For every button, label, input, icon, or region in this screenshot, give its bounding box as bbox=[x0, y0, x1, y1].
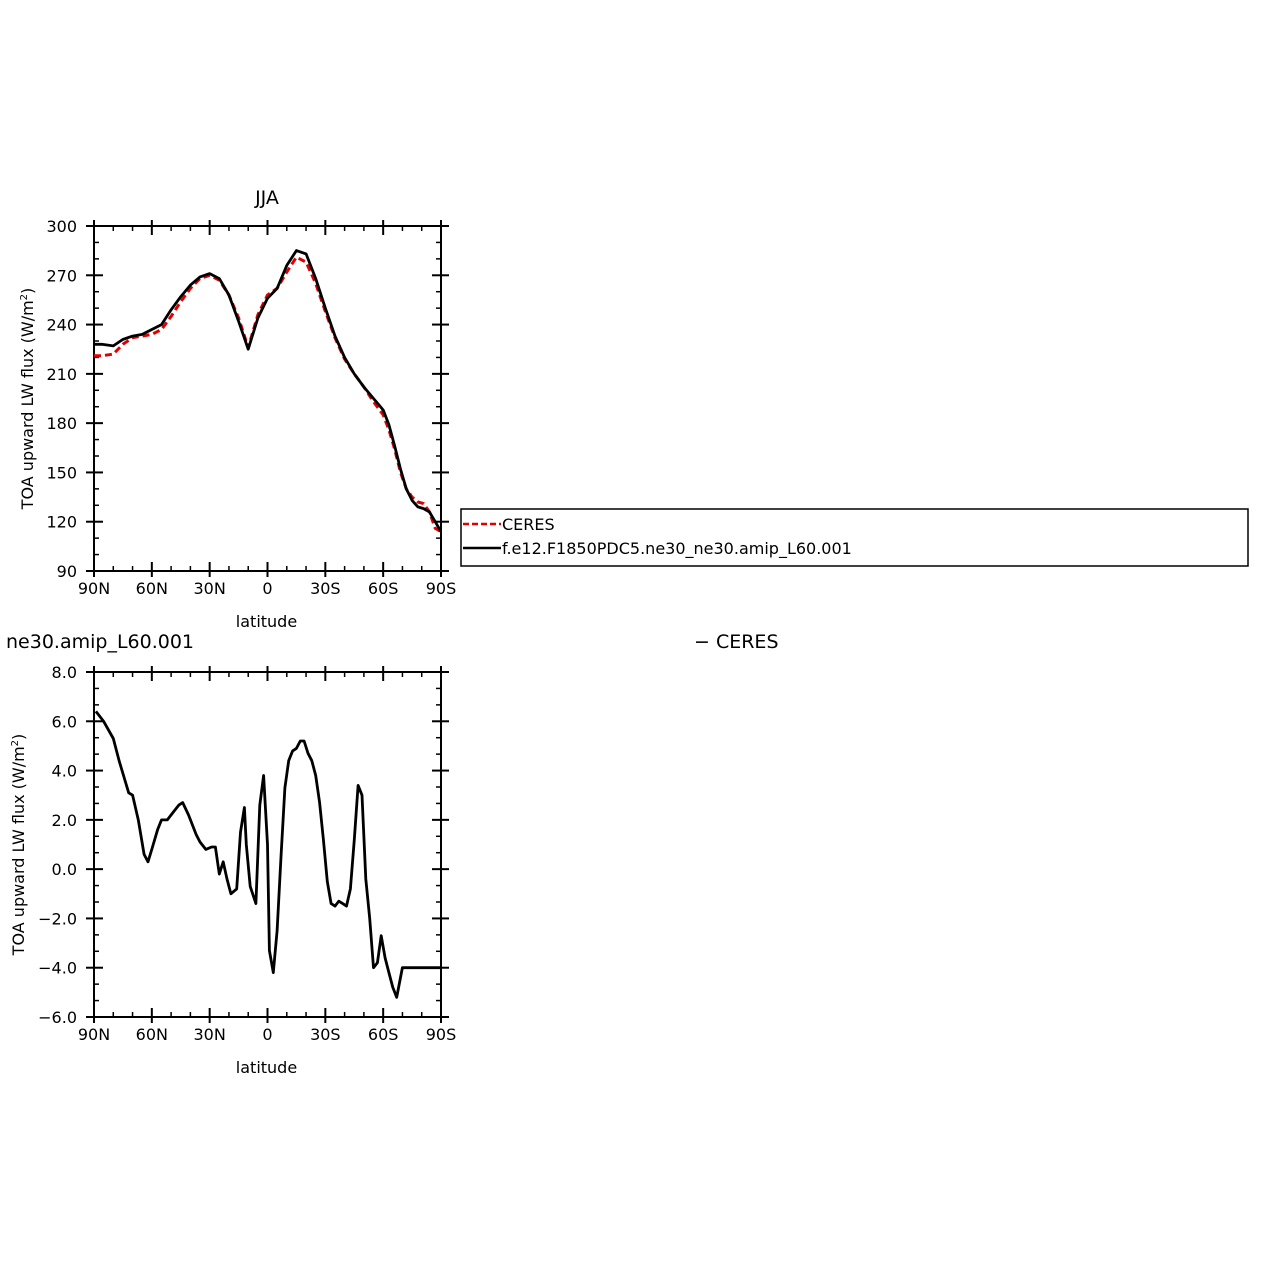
x-tick-label: 90N bbox=[78, 579, 110, 598]
y-tick-label: 180 bbox=[46, 414, 77, 433]
legend-label: f.e12.F1850PDC5.ne30_ne30.amip_L60.001 bbox=[502, 539, 852, 559]
y-axis-label: TOA upward LW flux (W/m2) bbox=[9, 734, 28, 957]
x-tick-label: 30S bbox=[310, 1025, 341, 1044]
y-tick-label: −4.0 bbox=[38, 959, 77, 978]
y-tick-label: −2.0 bbox=[38, 909, 77, 928]
chart-title-right: − CERES bbox=[694, 631, 779, 653]
y-tick-label: 300 bbox=[46, 217, 77, 236]
chart-title: JJA bbox=[254, 187, 279, 209]
y-tick-label: 0.0 bbox=[52, 860, 77, 879]
x-tick-label: 60S bbox=[368, 1025, 399, 1044]
y-tick-label: −6.0 bbox=[38, 1008, 77, 1027]
x-tick-label: 0 bbox=[262, 1025, 272, 1044]
x-tick-label: 60N bbox=[136, 1025, 168, 1044]
y-tick-label: 270 bbox=[46, 266, 77, 285]
y-tick-label: 150 bbox=[46, 463, 77, 482]
y-tick-label: 210 bbox=[46, 365, 77, 384]
x-tick-label: 90S bbox=[426, 579, 457, 598]
panel-1: 90N 60N 30N 0 30S 60S 90S 90 120 150 180 210 240 270 3… bbox=[18, 187, 456, 631]
x-tick-label: 30N bbox=[194, 1025, 226, 1044]
legend-label: CERES bbox=[502, 515, 555, 534]
x-tick-label: 60N bbox=[136, 579, 168, 598]
x-tick-label: 90S bbox=[426, 1025, 457, 1044]
x-axis-label: latitude bbox=[236, 612, 297, 631]
y-tick-label: 120 bbox=[46, 513, 77, 532]
series-line bbox=[94, 710, 441, 999]
y-tick-label: 240 bbox=[46, 316, 77, 335]
plot-frame bbox=[93, 225, 442, 572]
panel-2: 90N 60N 30N 0 30S 60S 90S −6.0 −4.0 −2.0 0.0 2.0 4.0… bbox=[6, 631, 779, 1077]
y-tick-label: 6.0 bbox=[52, 712, 77, 731]
series-line-f-e12-f1850pdc5-ne30-ne30-amip-l60-001 bbox=[94, 249, 441, 533]
x-axis-label: latitude bbox=[236, 1058, 297, 1077]
x-tick-label: 30S bbox=[310, 579, 341, 598]
x-tick-label: 60S bbox=[368, 579, 399, 598]
x-tick-label: 0 bbox=[262, 579, 272, 598]
legend: CERES f.e12.F1850PDC5.ne30_ne30.amip_L60.… bbox=[460, 508, 1249, 567]
y-tick-label: 90 bbox=[57, 562, 77, 581]
chart-title: ne30.amip_L60.001 bbox=[6, 631, 194, 653]
legend-box bbox=[460, 508, 1249, 567]
y-tick-label: 4.0 bbox=[52, 762, 77, 781]
x-tick-label: 90N bbox=[78, 1025, 110, 1044]
y-tick-label: 2.0 bbox=[52, 811, 77, 830]
y-tick-label: 8.0 bbox=[52, 663, 77, 682]
y-axis-label: TOA upward LW flux (W/m2) bbox=[18, 288, 37, 511]
x-tick-label: 30N bbox=[194, 579, 226, 598]
